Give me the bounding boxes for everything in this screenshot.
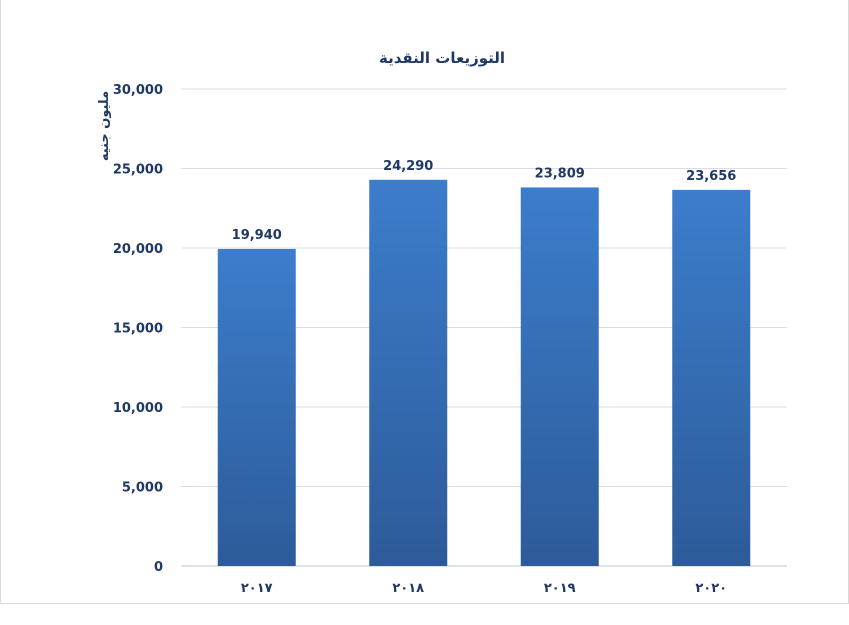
y-tick-label: 0 — [154, 560, 163, 575]
x-tick-label-1: ٢٠١٧ — [241, 581, 273, 596]
x-tick-label-2: ٢٠١٨ — [392, 581, 424, 596]
y-tick-label: 10,000 — [113, 401, 163, 416]
bars — [217, 179, 751, 567]
chart-title: التوزيعات النقدية — [379, 49, 505, 67]
y-tick-label: 5,000 — [122, 481, 163, 496]
data-label-2: 24,290 — [383, 159, 433, 174]
x-tick-label-4: ٢٠٢٠ — [695, 581, 727, 596]
bar-3 — [520, 187, 599, 567]
y-tick-label: 30,000 — [113, 83, 163, 98]
y-tick-label: 25,000 — [113, 163, 163, 178]
chart-frame: التوزيعات النقدية مليون جنيه 0 5,000 10,00… — [0, 0, 849, 604]
bar-chart: التوزيعات النقدية مليون جنيه 0 5,000 10,00… — [97, 49, 787, 596]
y-tick-labels: 0 5,000 10,000 15,000 20,000 25,000 30,000 — [113, 83, 163, 575]
bar-1 — [217, 248, 296, 567]
bar-4 — [672, 189, 751, 566]
x-tick-label-3: ٢٠١٩ — [544, 581, 576, 596]
data-labels: 19,940 24,290 23,809 23,656 — [232, 159, 737, 243]
y-tick-label: 20,000 — [113, 242, 163, 257]
data-label-1: 19,940 — [232, 228, 282, 243]
data-label-3: 23,809 — [535, 166, 585, 181]
x-tick-labels: ٢٠١٧ ٢٠١٨ ٢٠١٩ ٢٠٢٠ — [241, 581, 727, 596]
y-tick-label: 15,000 — [113, 322, 163, 337]
bar-2 — [369, 179, 448, 566]
data-label-4: 23,656 — [686, 169, 736, 184]
y-axis-label: مليون جنيه — [97, 91, 112, 161]
